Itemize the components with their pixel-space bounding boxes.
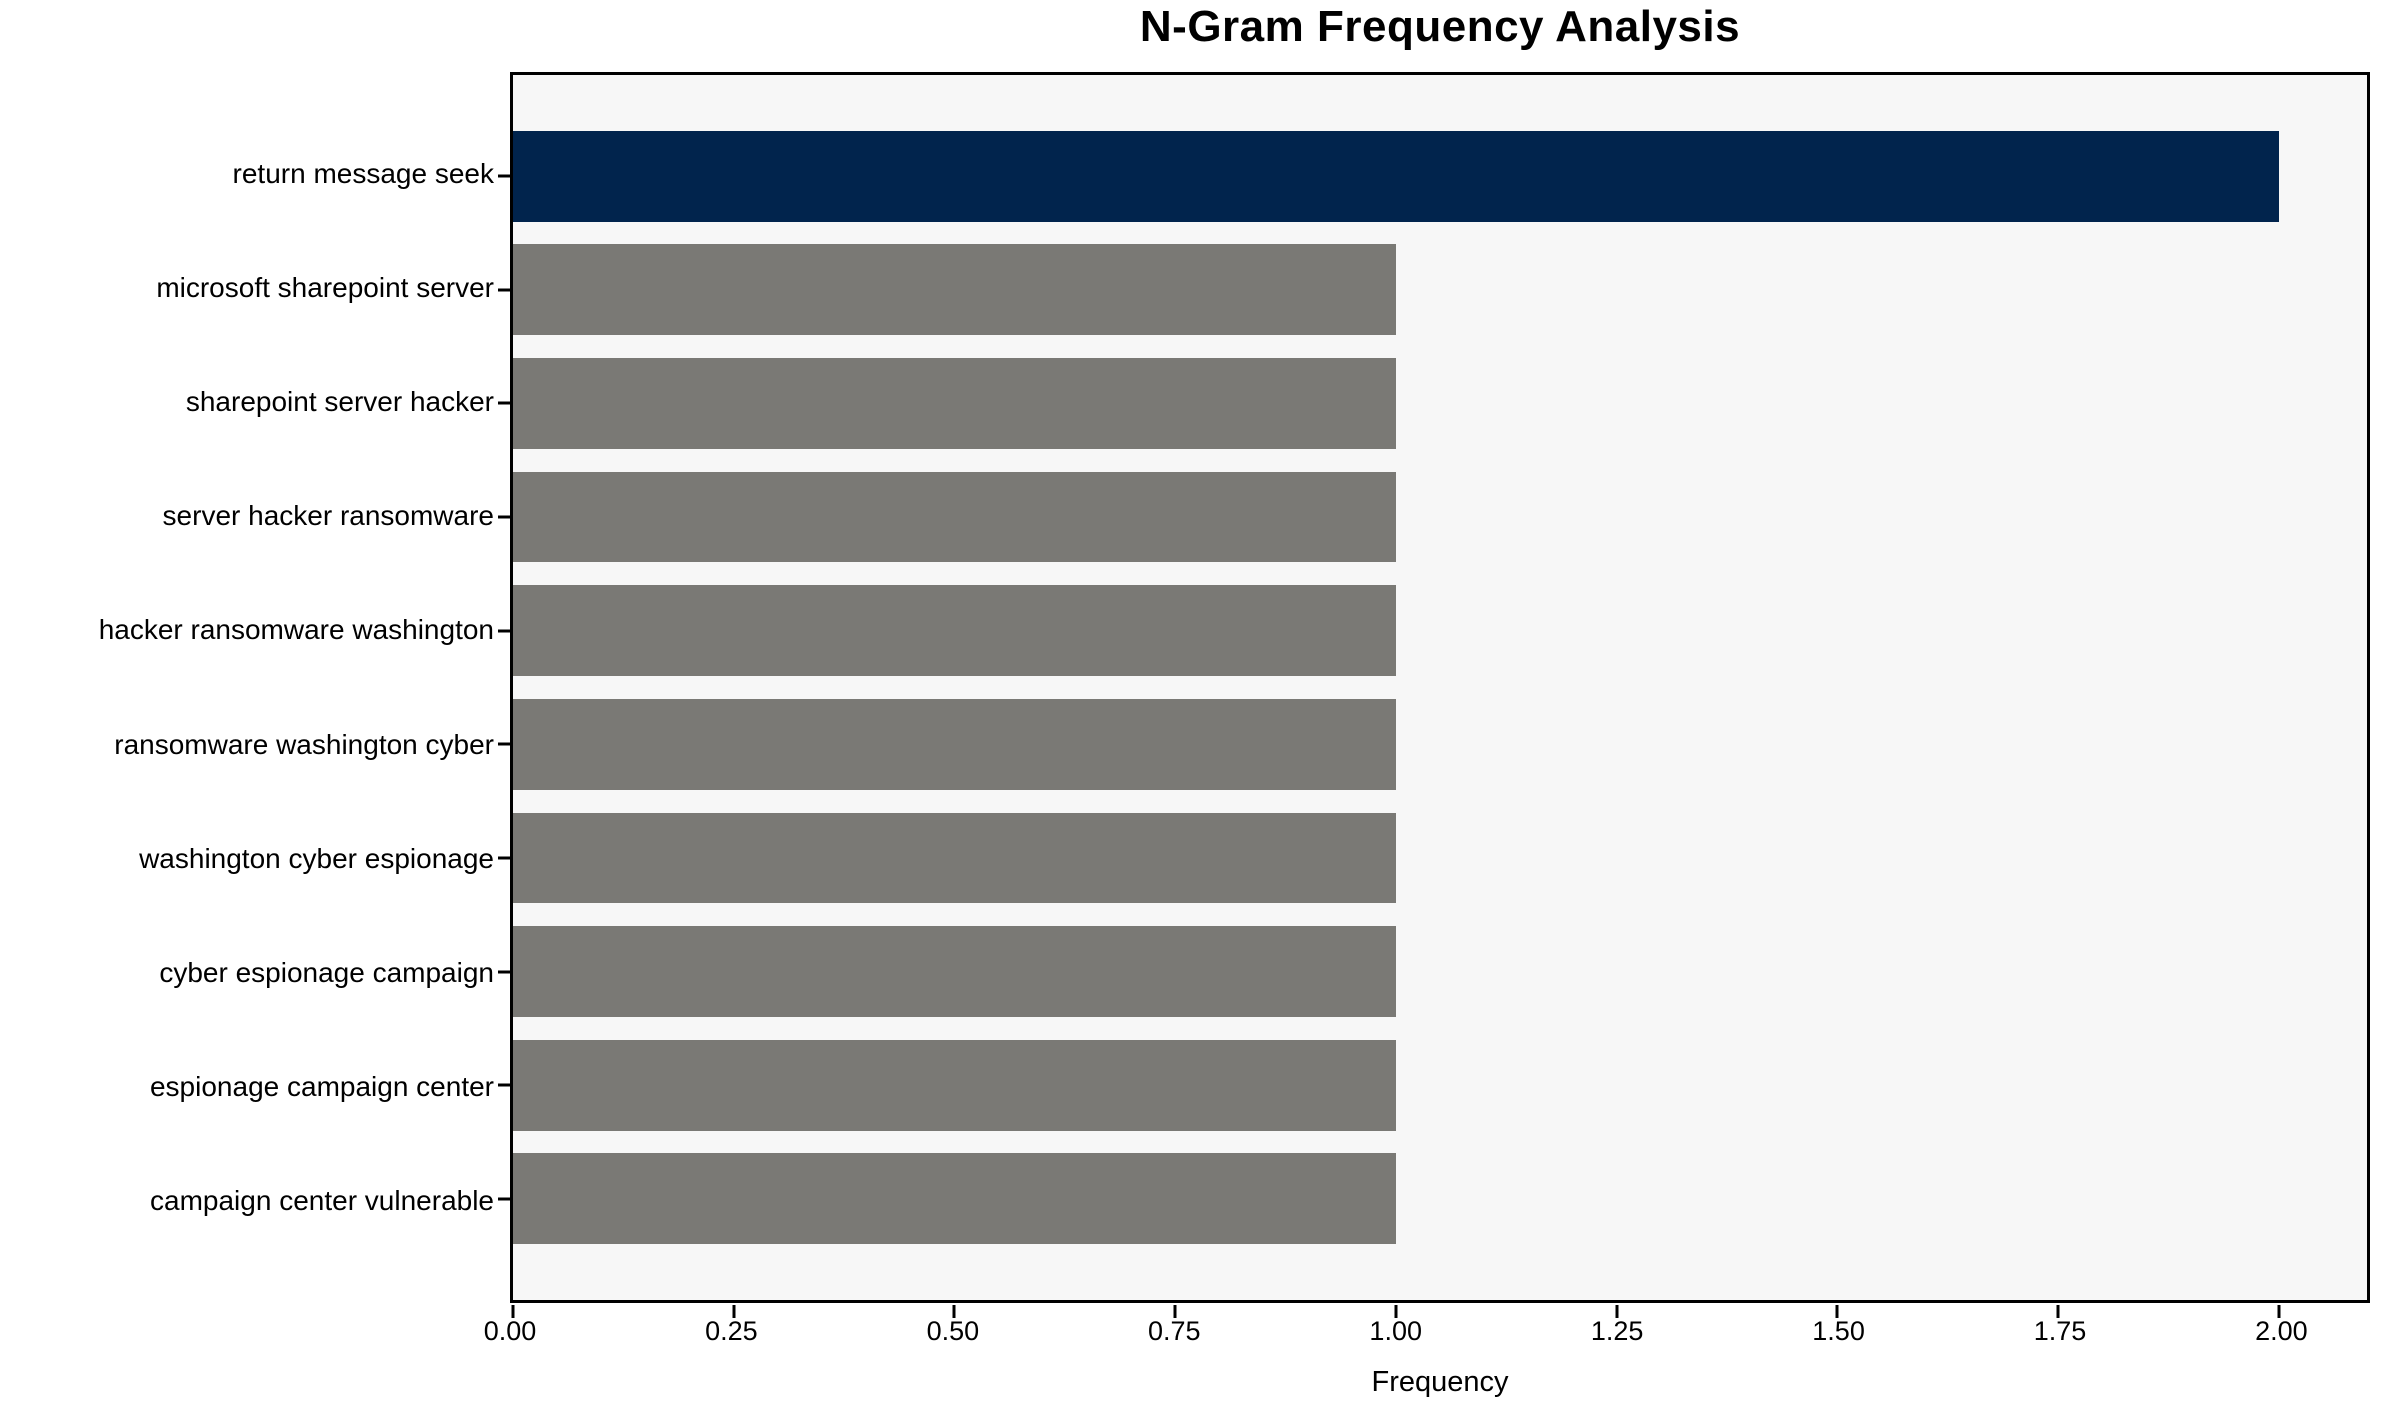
bar [513,585,1396,677]
y-tick-mark [498,1083,510,1087]
y-tick-mark [498,1197,510,1201]
x-tick-label: 0.00 [483,1316,537,1346]
x-tick-mark [2056,1305,2060,1318]
bar [513,926,1396,1018]
x-tick-mark [1173,1305,1177,1318]
y-tick-mark [498,970,510,974]
y-tick-label: espionage campaign center [149,1071,494,1103]
x-tick-label: 0.25 [705,1316,758,1346]
x-tick-mark [952,1305,956,1318]
y-tick-label: return message seek [232,157,494,189]
x-tick-mark [1835,1305,1839,1318]
x-tick-label: 1.75 [2033,1316,2087,1346]
x-tick-mark [2277,1305,2281,1318]
x-tick-mark [1394,1305,1398,1318]
bar [513,1039,1396,1131]
y-tick-mark [498,401,510,405]
x-tick-label: 1.50 [1812,1316,1865,1346]
y-tick-mark [498,515,510,519]
y-tick-mark [498,288,510,292]
y-tick-label: ransomware washington cyber [114,728,494,760]
bar [513,1153,1396,1245]
plot-area [498,72,2370,1318]
y-tick-mark [498,742,510,746]
bar [513,698,1396,790]
x-tick-mark [511,1305,515,1318]
y-tick-label: microsoft sharepoint server [156,271,494,303]
chart-title: N-Gram Frequency Analysis [1139,2,1741,51]
x-tick-label: 1.00 [1369,1316,1422,1346]
x-axis-tick-labels: 0.00 0.25 0.50 0.75 1.00 1.25 1.50 1.75 2.00 [484,1316,2370,1360]
y-tick-label: cyber espionage campaign [159,956,494,988]
bar [513,471,1396,563]
y-tick-label: washington cyber espionage [139,842,494,874]
y-tick-label: hacker ransomware washington [98,614,494,646]
y-tick-label: server hacker ransomware [162,500,494,532]
y-tick-mark [498,174,510,178]
y-tick-label: sharepoint server hacker [185,386,494,418]
x-tick-mark [732,1305,736,1318]
y-tick-label: campaign center vulnerable [150,1185,494,1217]
x-axis-title: Frequency [1371,1366,1509,1398]
y-tick-mark [498,629,510,633]
bar [513,244,1396,336]
bar [513,130,2279,222]
bar [513,812,1396,904]
x-tick-label: 0.75 [1148,1316,1201,1346]
y-tick-mark [498,856,510,860]
bar [513,357,1396,449]
x-tick-label: 0.50 [926,1316,980,1346]
x-tick-label: 2.00 [2255,1316,2308,1346]
y-axis-labels: return message seek microsoft sharepoint … [0,72,494,1303]
x-tick-label: 1.25 [1590,1316,1644,1346]
x-tick-mark [1615,1305,1619,1318]
